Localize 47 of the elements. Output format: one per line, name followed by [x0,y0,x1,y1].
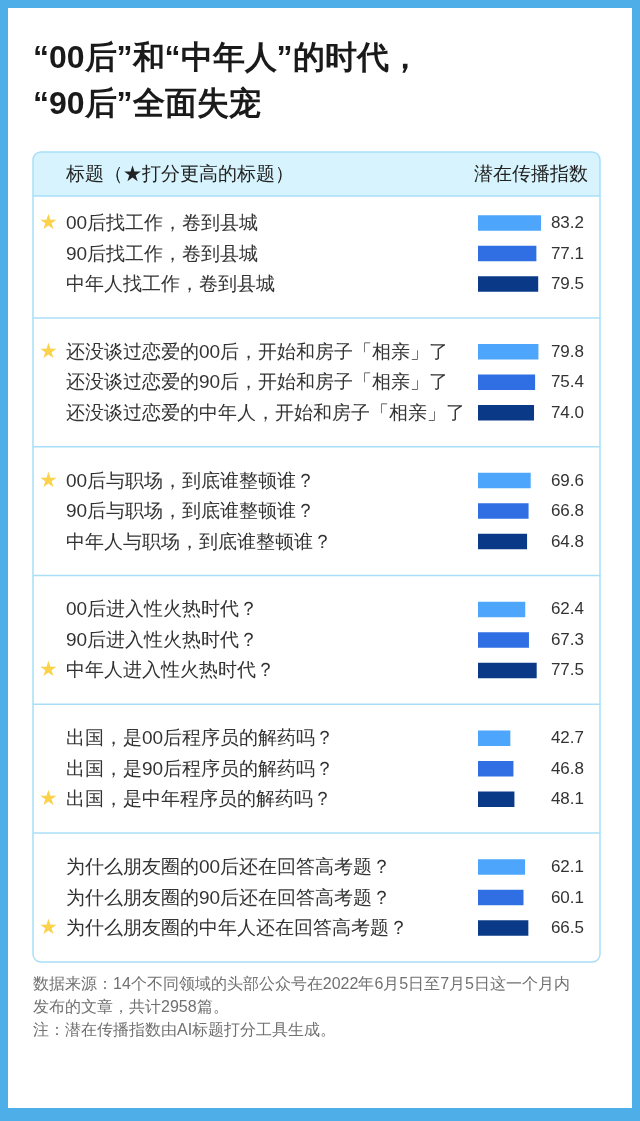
data-label: 67.3 [550,629,584,649]
chart-title: “00后”和“中年人”的时代，“90后”全面失宠 [33,39,421,121]
data-label: 77.1 [550,243,584,263]
text: ★ [38,338,58,362]
x-axis-title: 潜在传播指数 [474,163,588,184]
data-label: 66.5 [550,918,584,937]
y-tick-label: 为什么朋友圈的00后还在回答高考题？ [66,856,392,877]
text: 注：潜在传播指数由AI标题打分工具生成。 [33,1021,337,1038]
y-tick-label: 出国，是90后程序员的解药吗？ [66,757,335,779]
data-label: 83.2 [550,213,584,232]
data-label: 42.7 [550,728,584,748]
data-label: 66.8 [550,501,584,521]
data-label: 79.5 [550,274,584,293]
data-label: 75.4 [550,372,584,392]
text: ★ [38,915,58,938]
y-tick-label: 中年人进入性火热时代？ [66,659,275,681]
data-label: 48.1 [550,789,584,809]
text: ★ [38,210,58,233]
data-label: 60.1 [550,887,584,907]
y-tick-label: 出国，是中年程序员的解药吗？ [66,788,332,810]
text: ★ [38,657,58,681]
data-label: 62.1 [550,857,584,876]
data-label: 74.0 [550,402,584,422]
y-tick-label: 还没谈过恋爱的90后，开始和房子「相亲」了 [66,371,449,393]
y-tick-label: 中年人与职场，到底谁整顿谁？ [66,530,332,552]
y-axis-title: 标题（★打分更高的标题） [65,163,294,184]
y-tick-label: 为什么朋友圈的中年人还在回答高考题？ [66,917,408,938]
y-tick-label: 为什么朋友圈的90后还在回答高考题？ [66,886,392,908]
data-label: 64.8 [550,531,584,551]
y-tick-label: 00后找工作，卷到县城 [66,212,259,233]
data-label: 77.5 [550,660,584,680]
data-label: 79.8 [550,341,584,361]
text: ★ [38,467,58,491]
data-label: 62.4 [550,599,584,619]
text: ★ [38,786,58,810]
y-tick-label: 00后与职场，到底谁整顿谁？ [66,469,316,491]
y-tick-label: 中年人找工作，卷到县城 [66,273,275,294]
source-note: 数据来源：14个不同领域的头部公众号在2022年6月5日至7月5日这一个月内发布的文章，共计2958篇。 [33,975,570,1015]
y-tick-label: 90后进入性火热时代？ [66,628,259,650]
data-label: 69.6 [550,470,584,490]
y-tick-label: 还没谈过恋爱的中年人，开始和房子「相亲」了 [66,401,465,423]
data-label: 46.8 [550,758,584,778]
y-tick-label: 出国，是00后程序员的解药吗？ [66,727,335,749]
y-tick-label: 00后进入性火热时代？ [66,598,259,620]
y-tick-label: 90后找工作，卷到县城 [66,242,259,264]
y-tick-label: 90后与职场，到底谁整顿谁？ [66,500,316,522]
y-tick-label: 还没谈过恋爱的00后，开始和房子「相亲」了 [66,340,449,362]
